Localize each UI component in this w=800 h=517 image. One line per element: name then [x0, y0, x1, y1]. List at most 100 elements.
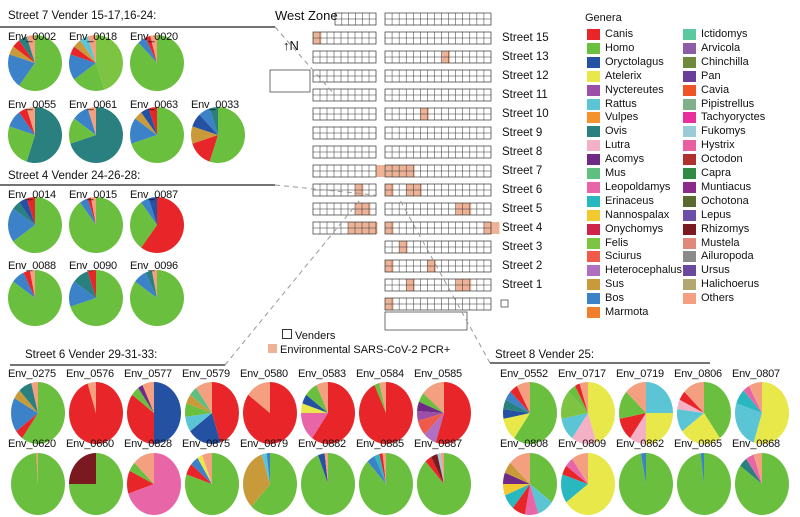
pie-slice-atelerix [301, 403, 328, 413]
sample-label: Env_0660 [66, 438, 114, 450]
legend-item-label: Atelerix [605, 69, 642, 82]
pie-slice-canis [312, 382, 355, 444]
legend-item-label: Canis [605, 28, 634, 40]
pie-slice-canis [87, 270, 96, 298]
sample-label: Env_0868 [732, 438, 780, 450]
pie-slice-others [382, 453, 386, 484]
legend-item-label: Pan [701, 69, 721, 82]
pie-Env_0088 [8, 270, 63, 326]
pie-slice-ovis [70, 107, 123, 163]
pie-slice-others [29, 270, 35, 298]
pie-slice-bos [640, 453, 646, 484]
sample-label: Env_0809 [558, 438, 606, 450]
building-block [269, 69, 311, 93]
street-label: Street 5 [502, 203, 543, 215]
sample-label: Env_0580 [240, 368, 288, 380]
pie-slice-others [196, 382, 212, 413]
sample-label: Env_0061 [69, 99, 117, 111]
legend-pcr: Environmental SARS-CoV-2 PCR+ [268, 344, 450, 356]
street-label: Street 1 [502, 279, 543, 291]
street-label: Street 2 [502, 260, 543, 272]
legend-swatch [587, 293, 600, 305]
sample-label: Env_0002 [8, 31, 56, 43]
legend-item-label: Capra [701, 167, 731, 179]
pie-slice-sus [74, 40, 96, 63]
pie-slice-others [202, 453, 212, 484]
legend-item-label: Oryctolagus [605, 55, 664, 68]
pie-Env_0807 [735, 382, 789, 444]
legend-item-label: Mus [605, 167, 626, 179]
pie-slice-lutra [677, 399, 704, 413]
pie-slice-others [26, 107, 35, 135]
legend-item-label: Sciurus [605, 250, 642, 263]
legend-swatch [683, 126, 696, 138]
street-label: Street 6 [502, 184, 543, 196]
sample-label: Env_0579 [182, 368, 230, 380]
pie-slice-leopoldamys [128, 453, 181, 515]
legend-swatch [587, 251, 600, 263]
pie-slice-ovis [19, 382, 38, 413]
pie-slice-oryctolagus [154, 382, 181, 444]
pie-slice-canis [70, 46, 96, 63]
pie-slice-sus [14, 390, 38, 413]
pie-slice-homo [19, 35, 63, 91]
sample-label: Env_0063 [130, 99, 178, 111]
pie-slice-bos [138, 37, 157, 63]
pie-Env_0882 [301, 453, 356, 515]
legend-item-label: Leopoldamys [605, 180, 671, 193]
pie-slice-others [440, 453, 444, 484]
street-label: Street 3 [502, 241, 543, 253]
pie-slice-ovis [74, 271, 96, 298]
pie-Env_0087 [129, 197, 184, 253]
pie-slice-canis [679, 391, 704, 413]
legend-item-label: Erinaceus [605, 194, 654, 207]
pie-slice-canis [148, 107, 157, 135]
pie-Env_0063 [130, 107, 184, 163]
legend-item-label: Others [701, 292, 735, 305]
pie-slice-others [572, 453, 588, 484]
pie-slice-homo [131, 107, 184, 163]
pie-slice-bos [266, 453, 270, 484]
legend-item-label: Rhizomys [701, 222, 750, 235]
pie-slice-leopoldamys [301, 413, 328, 439]
legend-item-label: Lepus [701, 208, 731, 221]
pie-slice-rattus [185, 413, 212, 432]
pie-slice-acomys [503, 472, 530, 484]
legend-swatch [683, 29, 696, 40]
street-label: Street 9 [502, 127, 543, 139]
connector-line [399, 199, 491, 364]
pie-slice-rattus [676, 409, 704, 432]
legend-swatch [587, 126, 600, 138]
legend-swatch [683, 293, 696, 305]
pie-slice-lutra [572, 413, 597, 444]
pie-slice-leopoldamys [746, 454, 762, 484]
legend-swatch [587, 237, 600, 249]
pie-Env_0875 [184, 453, 239, 515]
legend-swatch [587, 279, 600, 291]
pie-slice-sus [504, 462, 530, 484]
pie-slice-homo [374, 382, 386, 413]
legend-item-label: Fukomys [701, 125, 746, 138]
legend-swatch [587, 29, 600, 40]
pie-Env_0061 [69, 107, 123, 163]
pie-slice-atelerix [682, 413, 720, 444]
sample-label: Env_0807 [732, 368, 780, 380]
pie-slice-canis [512, 484, 530, 515]
pie-slice-others [423, 382, 444, 413]
legend-swatch [683, 209, 696, 221]
pie-slice-canis [379, 453, 386, 484]
pie-slice-oryctolagus [302, 394, 328, 413]
pie-slice-homo [74, 63, 105, 92]
pie-slice-canis [13, 40, 36, 63]
pie-slice-homo [184, 453, 239, 515]
legend-swatch [587, 112, 600, 124]
pie-slice-homo [301, 453, 356, 515]
pie-slice-rattus [530, 484, 552, 514]
legend-swatch [587, 154, 600, 166]
pie-Env_0577 [126, 382, 181, 444]
pie-slice-canis [186, 464, 212, 484]
pie-slice-homo [530, 453, 557, 503]
sample-label: Env_0014 [8, 189, 56, 201]
legend-swatch [683, 237, 696, 249]
pie-slice-fukomys [437, 453, 444, 484]
